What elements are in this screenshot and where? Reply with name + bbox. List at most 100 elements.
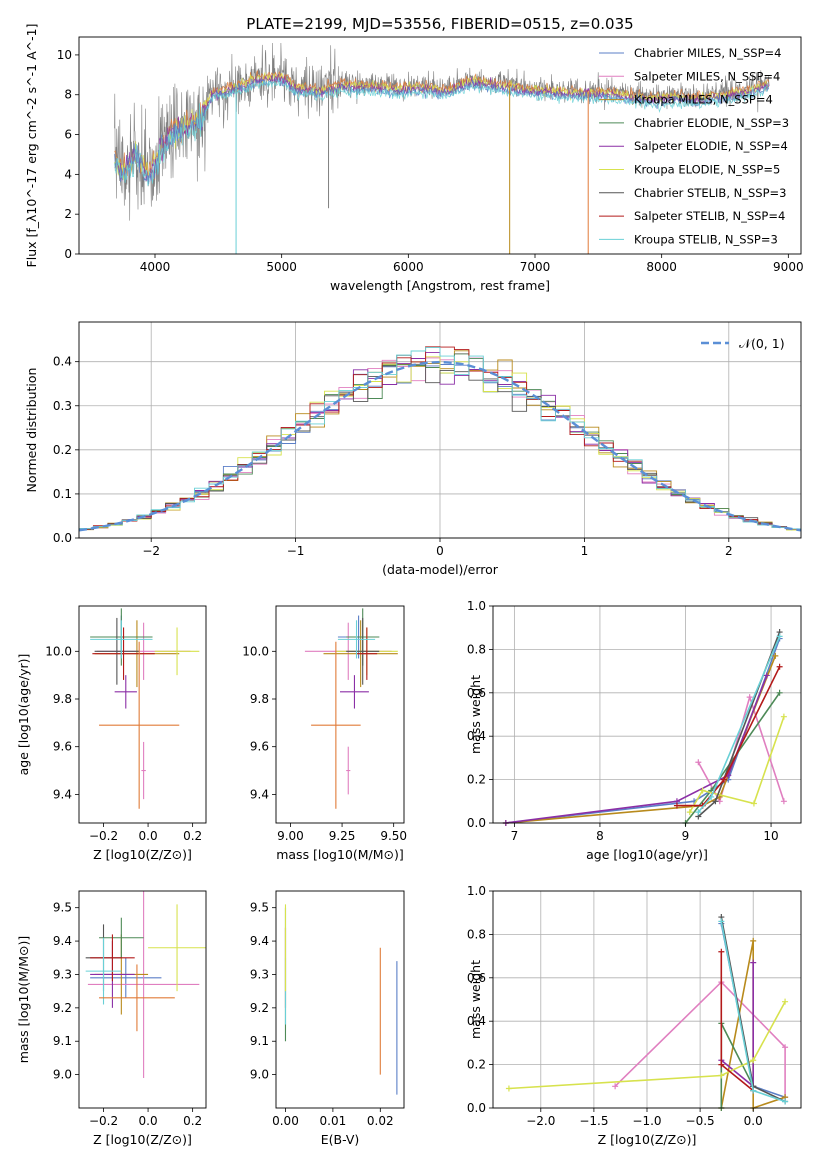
weight-marker xyxy=(780,798,787,805)
weight-marker xyxy=(718,918,725,925)
weight-marker xyxy=(718,1072,725,1079)
weight-marker xyxy=(708,793,715,800)
axes-frame xyxy=(275,890,405,1109)
x-tick-label: 0.2 xyxy=(183,829,202,843)
normal-curve xyxy=(78,360,802,532)
axes-frame xyxy=(78,605,207,824)
x-tick-label: 0.0 xyxy=(744,1114,763,1128)
y-tick-label: 9.0 xyxy=(250,1068,269,1082)
x-tick-label: 5000 xyxy=(266,260,297,274)
weight-marker xyxy=(750,1087,757,1094)
y-tick-label: 9.2 xyxy=(250,1001,269,1015)
y-tick-label: 0.2 xyxy=(467,1058,486,1072)
y-tick-label: 0.0 xyxy=(467,816,486,830)
y-tick-label: 0.2 xyxy=(467,773,486,787)
x-tick-label: 0.0 xyxy=(139,1114,158,1128)
y-tick-label: 9.1 xyxy=(53,1034,72,1048)
x-tick-label: −1.5 xyxy=(579,1114,608,1128)
y-axis-label: age [log10(age/yr)] xyxy=(16,654,31,776)
model-spectrum xyxy=(114,77,770,187)
y-tick-label: 0.3 xyxy=(53,399,72,413)
y-tick-label: 0.4 xyxy=(467,729,486,743)
weight-series-line xyxy=(689,716,785,813)
y-tick-label: 10 xyxy=(57,48,72,62)
residual-histogram-panel: −2 −1 0 1 2 0.0 0.1 0.2 0.3 0.4 (data-model)/error… xyxy=(24,321,802,577)
y-axis-label: mass weight xyxy=(468,675,483,754)
y-tick-label: 0.0 xyxy=(53,531,72,545)
x-axis-label: age [log10(age/yr)] xyxy=(586,847,708,862)
x-axis-label: mass [log10(M/M⊙)] xyxy=(276,847,404,862)
x-tick-label: 0.2 xyxy=(183,1114,202,1128)
y-tick-label: 9.4 xyxy=(53,934,72,948)
age-vs-mass-panel: 9.00 9.25 9.50 9.4 9.6 9.8 10.0 mass [log10(M/M… xyxy=(242,605,407,862)
legend-entry: Salpeter ELODIE, N_SSP=4 xyxy=(634,139,788,153)
weight-series-line xyxy=(697,631,781,818)
mass-weight-vs-metallicity-panel: −2.0 −1.5 −1.0 −0.5 0.0 0.0 0.2 0.4 0.6 0.8 1.0 Z [… xyxy=(467,884,802,1147)
weight-marker xyxy=(780,713,787,720)
legend-entry: Chabrier ELODIE, N_SSP=3 xyxy=(634,116,789,130)
y-tick-label: 9.4 xyxy=(250,934,269,948)
age-vs-metallicity-panel: −0.2 0.0 0.2 9.4 9.6 9.8 10.0 Z [log10(Z/Z⊙)] ag… xyxy=(16,605,207,862)
y-tick-label: 0.2 xyxy=(53,443,72,457)
weight-marker xyxy=(776,633,783,640)
axes-frame xyxy=(78,36,802,255)
y-tick-label: 0.6 xyxy=(467,686,486,700)
x-tick-label: 0.02 xyxy=(367,1114,394,1128)
weight-marker xyxy=(695,759,702,766)
x-axis-label: wavelength [Angstrom, rest frame] xyxy=(330,278,550,293)
y-tick-label: 9.4 xyxy=(53,787,72,801)
y-tick-label: 9.5 xyxy=(250,901,269,915)
x-axis-label: E(B-V) xyxy=(321,1132,360,1147)
weight-marker xyxy=(750,959,757,966)
y-tick-label: 9.8 xyxy=(53,692,72,706)
weight-marker xyxy=(782,998,789,1005)
x-tick-label: 9.50 xyxy=(380,829,407,843)
x-tick-label: −0.5 xyxy=(686,1114,715,1128)
x-tick-label: 0.0 xyxy=(139,829,158,843)
model-spectrum xyxy=(114,70,770,181)
mass-vs-extinction-panel: 0.00 0.01 0.02 9.0 9.1 9.2 9.3 9.4 9.5 E(B-V) xyxy=(250,890,405,1147)
weight-marker xyxy=(772,652,779,659)
y-tick-label: 9.8 xyxy=(250,692,269,706)
weight-marker xyxy=(782,1098,789,1105)
x-axis-label: Z [log10(Z/Z⊙)] xyxy=(93,1132,192,1147)
x-tick-label: −1.0 xyxy=(632,1114,661,1128)
legend-entry: Kroupa STELIB, N_SSP=3 xyxy=(634,232,778,246)
y-tick-label: 9.0 xyxy=(53,1068,72,1082)
x-tick-label: 10 xyxy=(763,829,778,843)
weight-series-line xyxy=(508,1001,786,1090)
weight-marker xyxy=(776,689,783,696)
y-tick-label: 9.2 xyxy=(53,1001,72,1015)
y-tick-label: 1.0 xyxy=(467,599,486,613)
x-tick-label: 9 xyxy=(682,829,690,843)
y-tick-label: 0.8 xyxy=(467,642,486,656)
y-axis-label: Normed distribution xyxy=(24,368,39,493)
x-tick-label: 9000 xyxy=(773,260,804,274)
y-tick-label: 9.6 xyxy=(53,740,72,754)
y-tick-label: 2 xyxy=(64,207,72,221)
x-tick-label: 9.00 xyxy=(277,829,304,843)
histogram-series xyxy=(79,347,801,530)
y-tick-label: 9.3 xyxy=(250,967,269,981)
weight-series-line xyxy=(505,675,768,824)
weight-marker xyxy=(612,1083,619,1090)
y-tick-label: 0.0 xyxy=(467,1101,486,1115)
x-axis-label: Z [log10(Z/Z⊙)] xyxy=(598,1132,697,1147)
x-tick-label: −2 xyxy=(142,544,160,558)
y-tick-label: 0.1 xyxy=(53,487,72,501)
x-tick-label: 4000 xyxy=(140,260,171,274)
y-tick-label: 0.4 xyxy=(467,1014,486,1028)
y-tick-label: 10.0 xyxy=(45,644,72,658)
axes-frame xyxy=(492,605,802,824)
weight-series-line xyxy=(505,638,781,824)
y-tick-label: 9.6 xyxy=(250,740,269,754)
y-tick-label: 9.1 xyxy=(250,1034,269,1048)
weight-marker xyxy=(782,1044,789,1051)
spectrum-panel: 4000 5000 6000 7000 8000 9000 0 2 4 6 8 10 wavelengt… xyxy=(24,24,804,293)
y-tick-label: 9.5 xyxy=(53,901,72,915)
y-tick-label: 0.4 xyxy=(53,355,72,369)
legend-entry: Salpeter MILES, N_SSP=4 xyxy=(634,69,780,83)
legend-entry: Kroupa ELODIE, N_SSP=5 xyxy=(634,163,780,177)
weight-marker xyxy=(505,1085,512,1092)
